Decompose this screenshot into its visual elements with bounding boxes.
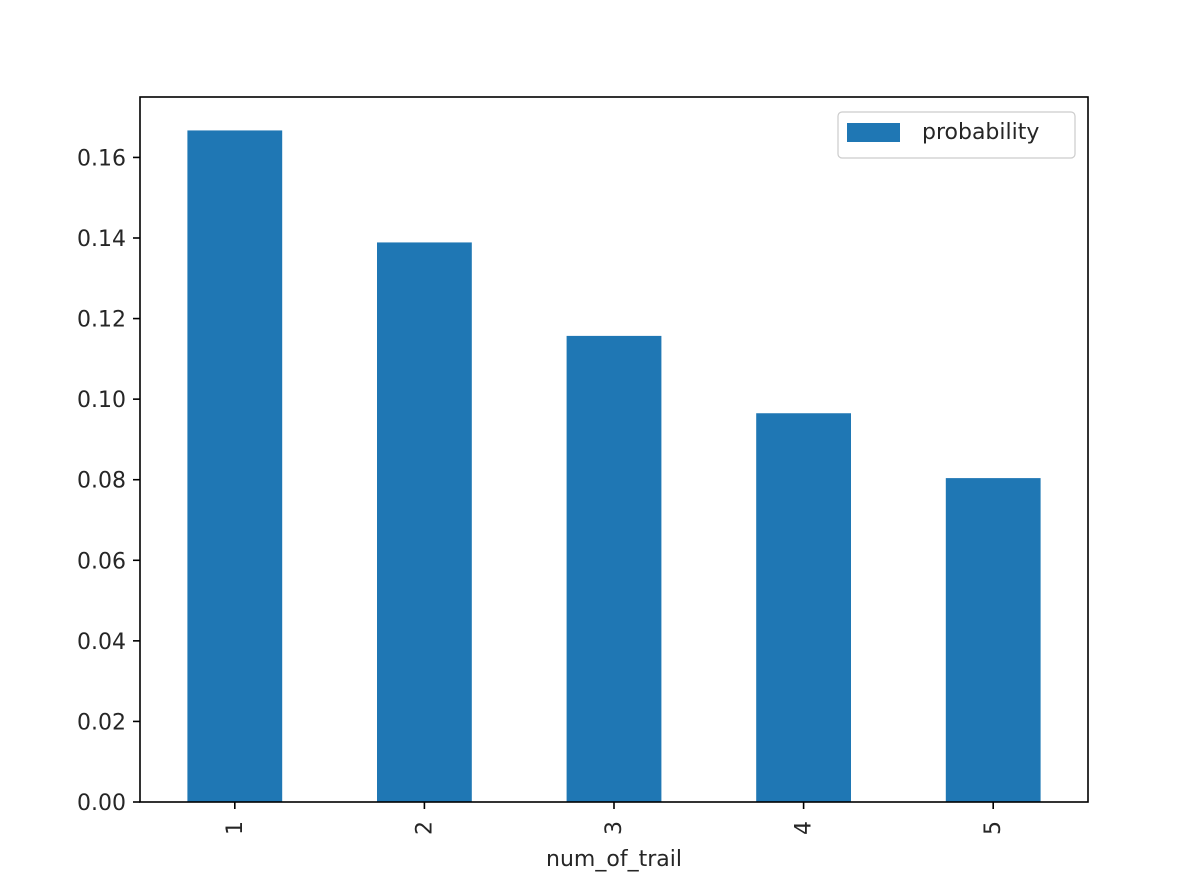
x-tick-label: 5 [981,821,1006,835]
legend-swatch [847,123,900,142]
y-tick-label: 0.08 [77,469,126,494]
y-tick-label: 0.16 [77,146,126,171]
bar-3 [566,335,662,802]
y-tick-label: 0.14 [77,227,126,252]
x-axis-label: num_of_trail [546,847,682,872]
legend: probability [837,111,1076,159]
y-tick-label: 0.06 [77,549,126,574]
y-axis: 0.00 0.02 0.04 0.06 0.08 0.10 0.12 0.14 0.16 [77,146,140,816]
y-tick-label: 0.10 [77,388,126,413]
bars-layer [187,130,1041,803]
bar-5 [945,478,1041,802]
plot-frame [139,96,1089,803]
bar-2 [377,242,472,803]
x-tick-label: 1 [223,821,248,835]
bar-1 [187,130,283,803]
x-tick-label: 2 [412,821,437,835]
x-axis: 1 2 3 4 5 [223,802,1006,835]
bar-4 [756,413,851,802]
x-tick-label: 4 [792,821,817,835]
x-tick-label: 3 [602,821,627,835]
y-tick-label: 0.04 [77,630,126,655]
y-tick-label: 0.12 [77,308,126,333]
y-tick-label: 0.00 [77,791,126,816]
legend-label: probability [922,120,1039,145]
y-tick-label: 0.02 [77,710,126,735]
